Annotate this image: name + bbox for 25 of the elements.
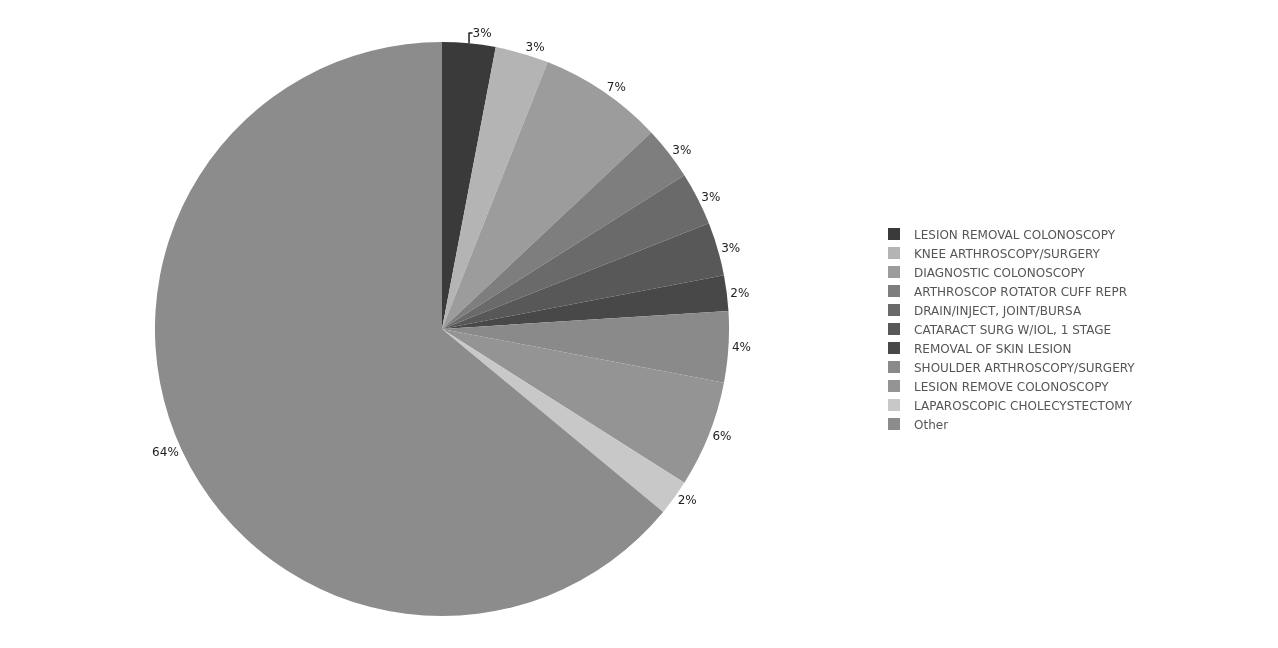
legend-label: SHOULDER ARTHROSCOPY/SURGERY [914,360,1136,375]
legend-label: ARTHROSCOP ROTATOR CUFF REPR [914,284,1127,299]
legend-label: REMOVAL OF SKIN LESION [914,341,1072,356]
data-label: 3% [525,39,545,54]
data-label: 6% [712,428,732,443]
pie-slice [442,223,724,329]
legend-label: Other [914,417,949,432]
legend-label: DRAIN/INJECT, JOINT/BURSA [914,303,1082,318]
data-label: 4% [731,340,752,355]
legend-label: LESION REMOVAL COLONOSCOPY [914,227,1116,242]
legend-label: LAPAROSCOPIC CHOLECYSTECTOMY [914,398,1133,413]
data-label: 2% [677,493,697,508]
legend-label: DIAGNOSTIC COLONOSCOPY [914,265,1086,280]
data-label: 3% [701,190,721,205]
legend-label: LESION REMOVE COLONOSCOPY [914,379,1110,394]
data-label: 2% [730,285,750,300]
pie-slice [442,275,729,329]
legend-label: CATARACT SURG W/IOL, 1 STAGE [914,322,1112,337]
data-label: 3% [472,25,492,40]
legend-label: KNEE ARTHROSCOPY/SURGERY [914,246,1101,261]
data-label: 64% [152,445,179,460]
data-label: 3% [672,143,692,158]
data-label: 7% [606,79,626,94]
data-label: 3% [721,241,741,256]
pie-slice [442,41,496,329]
